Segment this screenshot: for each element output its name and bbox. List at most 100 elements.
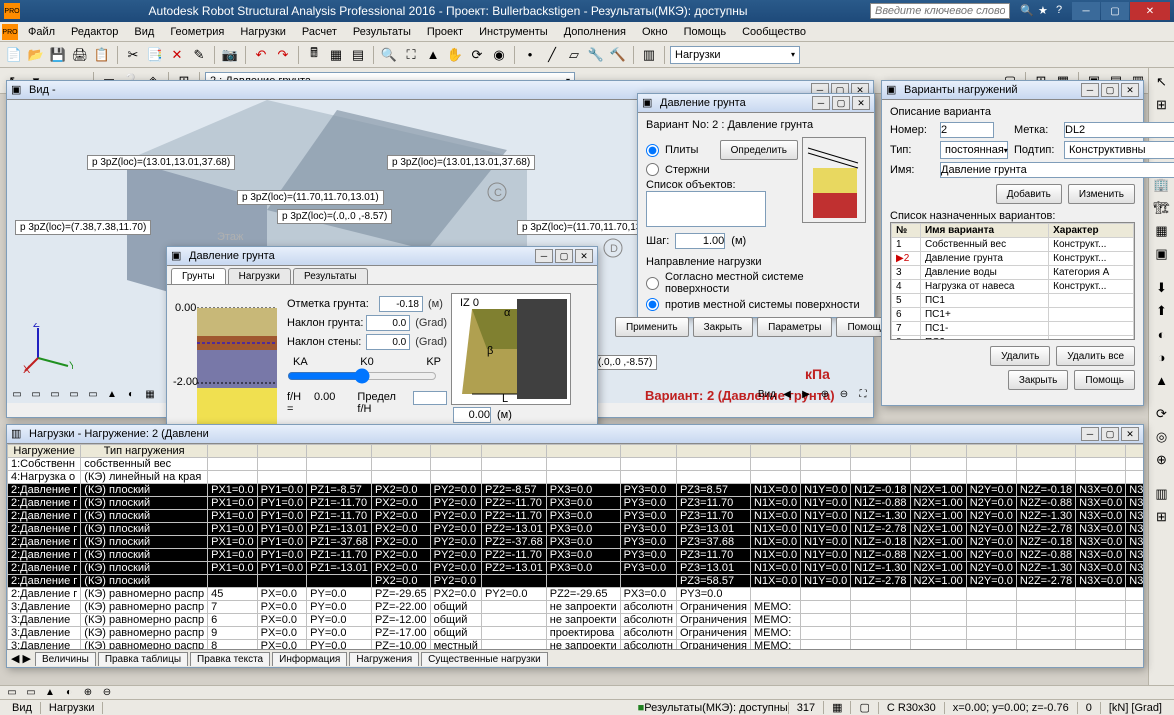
- cases-maximize[interactable]: ▢: [1101, 83, 1119, 97]
- params-button[interactable]: Параметры: [757, 317, 832, 337]
- edit-icon[interactable]: ✎: [189, 45, 209, 65]
- rotate-icon[interactable]: ⟳: [467, 45, 487, 65]
- print-icon[interactable]: 🖨: [70, 45, 90, 65]
- save-icon[interactable]: 💾: [48, 45, 68, 65]
- maximize-button[interactable]: ▢: [1101, 2, 1129, 20]
- soil-mark-input[interactable]: [379, 296, 423, 312]
- vt-5-icon[interactable]: 🏢: [1152, 175, 1172, 195]
- grid-tab-2[interactable]: Правка текста: [190, 652, 270, 666]
- close-button[interactable]: Закрыть: [693, 317, 754, 337]
- minimize-button[interactable]: ─: [1072, 2, 1100, 20]
- bt-6-icon[interactable]: ⊖: [99, 686, 115, 700]
- help3-button[interactable]: Помощь: [1074, 370, 1135, 390]
- objects-input[interactable]: [646, 191, 766, 227]
- new-icon[interactable]: 📄: [4, 45, 24, 65]
- vm-3-icon[interactable]: ▭: [47, 387, 63, 401]
- bt-1-icon[interactable]: ▭: [4, 686, 20, 700]
- case-num-input[interactable]: [940, 122, 994, 138]
- cases-close[interactable]: ✕: [1121, 83, 1139, 97]
- table-icon[interactable]: ▥: [639, 45, 659, 65]
- zoom-icon[interactable]: 🔍: [379, 45, 399, 65]
- vm-7-icon[interactable]: ◐: [123, 387, 139, 401]
- case-type-select[interactable]: постоянная▾: [940, 141, 1008, 159]
- grid-maximize[interactable]: ▢: [1101, 427, 1119, 441]
- add-button[interactable]: Добавить: [996, 184, 1062, 204]
- vt-13-icon[interactable]: ▲: [1152, 370, 1172, 390]
- vmr-2-icon[interactable]: ▶: [798, 387, 814, 401]
- menu-Окно[interactable]: Окно: [634, 24, 676, 40]
- soil-minimize[interactable]: ─: [535, 249, 553, 263]
- menu-Геометрия[interactable]: Геометрия: [162, 24, 232, 40]
- grid-minimize[interactable]: ─: [1081, 427, 1099, 441]
- menu-Результаты[interactable]: Результаты: [345, 24, 419, 40]
- pan-icon[interactable]: ✋: [445, 45, 465, 65]
- cases-table[interactable]: №Имя вариантаХарактер1Собственный весКон…: [890, 222, 1135, 340]
- delete-icon[interactable]: ✕: [167, 45, 187, 65]
- screenshot-icon[interactable]: 📷: [220, 45, 240, 65]
- menu-Проект[interactable]: Проект: [419, 24, 471, 40]
- bt-2-icon[interactable]: ▭: [23, 686, 39, 700]
- layers-icon[interactable]: ▤: [348, 45, 368, 65]
- apply-button[interactable]: Применить: [615, 317, 689, 337]
- define-button[interactable]: Определить: [720, 140, 798, 160]
- wrench-icon[interactable]: 🔧: [586, 45, 606, 65]
- soil-close[interactable]: ✕: [575, 249, 593, 263]
- loads-combo[interactable]: Нагрузки▾: [670, 46, 800, 64]
- vt-10-icon[interactable]: ⬆: [1152, 301, 1172, 321]
- plates-radio[interactable]: [646, 144, 659, 157]
- modify-button[interactable]: Изменить: [1068, 184, 1135, 204]
- soil-tab-0[interactable]: Грунты: [171, 268, 226, 284]
- vmr-3-icon[interactable]: ⊕: [817, 387, 833, 401]
- vm-8-icon[interactable]: ▦: [142, 387, 158, 401]
- menu-Помощь[interactable]: Помощь: [676, 24, 735, 40]
- wall-incl-input[interactable]: [366, 334, 410, 350]
- orbit-icon[interactable]: ◉: [489, 45, 509, 65]
- vm-4-icon[interactable]: ▭: [66, 387, 82, 401]
- vm-5-icon[interactable]: ▭: [85, 387, 101, 401]
- soil-tab-1[interactable]: Нагрузки: [228, 268, 291, 284]
- menu-Вид[interactable]: Вид: [126, 24, 162, 40]
- k-slider[interactable]: [287, 368, 437, 384]
- grid-tab-3[interactable]: Информация: [272, 652, 347, 666]
- open-icon[interactable]: 📂: [26, 45, 46, 65]
- case-mark-input[interactable]: [1064, 122, 1174, 138]
- grid-tab-0[interactable]: Величины: [35, 652, 96, 666]
- grid-close[interactable]: ✕: [1121, 427, 1139, 441]
- pressure-maximize[interactable]: ▢: [832, 96, 850, 110]
- vmr-4-icon[interactable]: ⊖: [836, 387, 852, 401]
- vm-2-icon[interactable]: ▭: [28, 387, 44, 401]
- pressure-minimize[interactable]: ─: [812, 96, 830, 110]
- help-icon[interactable]: ?: [1056, 4, 1070, 18]
- case-name-input[interactable]: [940, 162, 1174, 178]
- node-icon[interactable]: •: [520, 45, 540, 65]
- vt-12-icon[interactable]: ◑: [1152, 347, 1172, 367]
- undo-icon[interactable]: ↶: [251, 45, 271, 65]
- grid-tab-1[interactable]: Правка таблицы: [98, 652, 188, 666]
- view3d-icon[interactable]: ▲: [423, 45, 443, 65]
- vt-14-icon[interactable]: ⟳: [1152, 404, 1172, 424]
- limit-input[interactable]: [413, 391, 447, 405]
- menu-Нагрузки[interactable]: Нагрузки: [232, 24, 294, 40]
- dir-opt2-radio[interactable]: [646, 298, 659, 311]
- vm-6-icon[interactable]: ▲: [104, 387, 120, 401]
- vt-17-icon[interactable]: ▥: [1152, 484, 1172, 504]
- step-input[interactable]: [675, 233, 725, 249]
- vt-7-icon[interactable]: ▦: [1152, 221, 1172, 241]
- redo-icon[interactable]: ↷: [273, 45, 293, 65]
- calc-icon[interactable]: 🖩: [304, 45, 324, 65]
- close2-button[interactable]: Закрыть: [1008, 370, 1069, 390]
- vt-8-icon[interactable]: ▣: [1152, 244, 1172, 264]
- bt-5-icon[interactable]: ⊕: [80, 686, 96, 700]
- soil-tab-2[interactable]: Результаты: [293, 268, 368, 284]
- vt-15-icon[interactable]: ◎: [1152, 427, 1172, 447]
- menu-Файл[interactable]: Файл: [20, 24, 63, 40]
- bt-4-icon[interactable]: ◐: [61, 686, 77, 700]
- bar-icon[interactable]: ╱: [542, 45, 562, 65]
- app-icon-small[interactable]: PRO: [2, 24, 18, 40]
- menu-Сообщество[interactable]: Сообщество: [734, 24, 814, 40]
- vt-1-icon[interactable]: ↖: [1152, 72, 1172, 92]
- dist-input[interactable]: [453, 407, 491, 423]
- menu-Расчет[interactable]: Расчет: [294, 24, 345, 40]
- zoomfit-icon[interactable]: ⛶: [401, 45, 421, 65]
- delete-button[interactable]: Удалить: [990, 346, 1050, 366]
